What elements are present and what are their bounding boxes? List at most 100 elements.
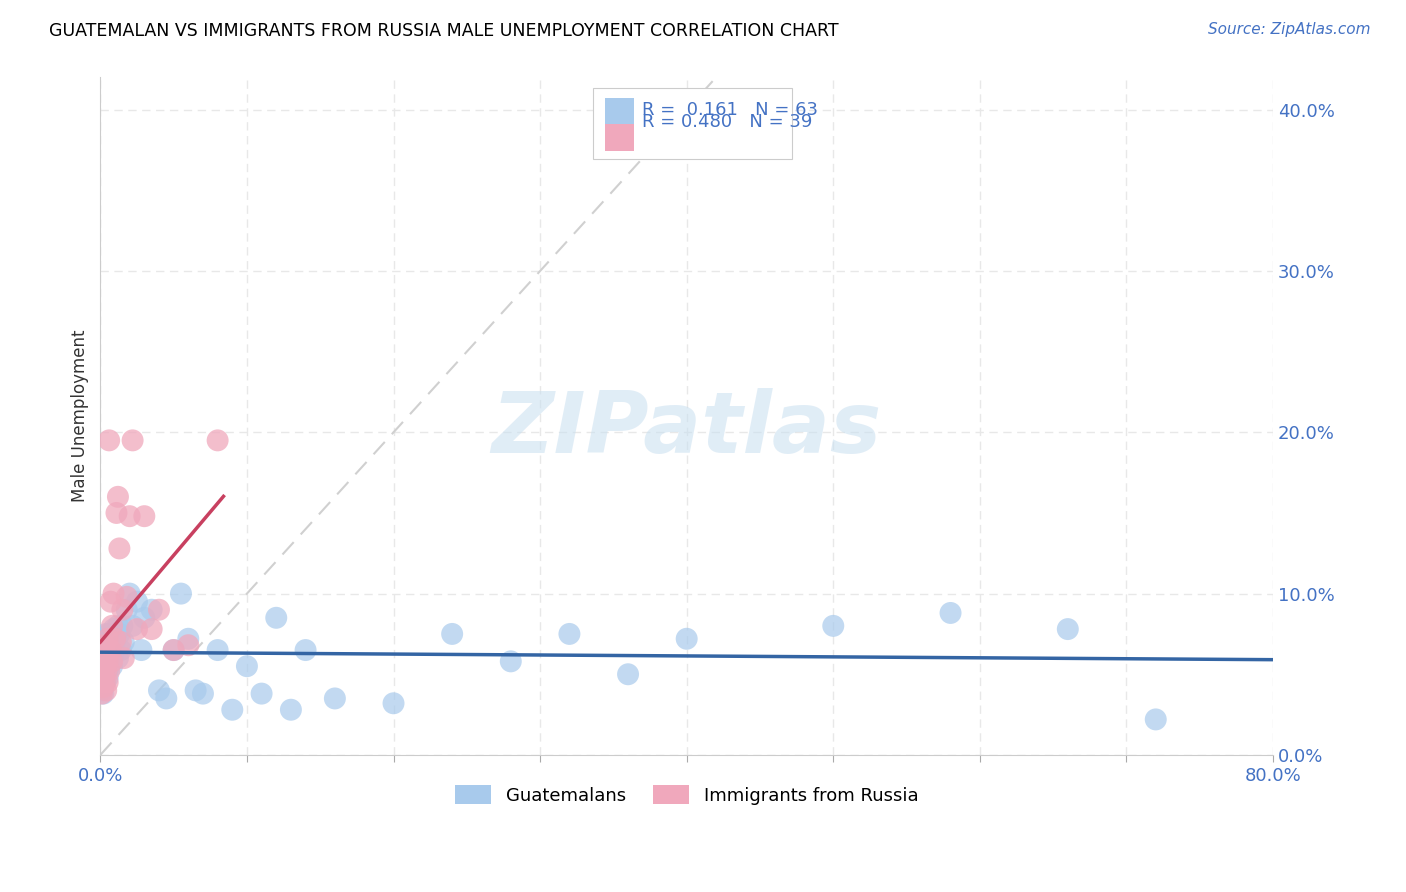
Point [134,611,156,625]
Point [101,654,124,668]
Point [1056,622,1078,636]
Point [323,691,346,706]
Point [94,635,117,649]
Point [90,654,112,668]
Point [100,638,122,652]
Point [107,490,129,504]
Point [97,632,120,646]
Point [280,703,302,717]
Point [499,654,522,668]
Point [131,643,153,657]
Point [103,622,125,636]
Point [118,509,141,524]
Point [115,590,138,604]
Point [250,687,273,701]
Text: R =  0.161   N = 63: R = 0.161 N = 63 [643,101,818,120]
Point [100,643,122,657]
Point [96,683,118,698]
Text: Source: ZipAtlas.com: Source: ZipAtlas.com [1208,22,1371,37]
Point [96,664,118,678]
Point [97,675,120,690]
Point [96,664,118,678]
Text: ZIPatlas: ZIPatlas [492,388,882,471]
Point [221,703,243,717]
Point [675,632,697,646]
Point [141,603,163,617]
Point [98,434,121,448]
Point [112,635,135,649]
Point [100,595,122,609]
Y-axis label: Male Unemployment: Male Unemployment [72,330,89,502]
Point [111,619,134,633]
Point [264,611,287,625]
Text: R = 0.480   N = 39: R = 0.480 N = 39 [643,112,813,130]
FancyBboxPatch shape [593,87,792,159]
Point [94,675,117,690]
Point [105,627,128,641]
Point [97,654,120,668]
Point [294,643,316,657]
Point [155,691,177,706]
Point [90,683,112,698]
Point [108,627,131,641]
Point [382,696,405,710]
Point [111,603,134,617]
Point [90,667,112,681]
Point [110,643,132,657]
Point [110,635,132,649]
Point [107,651,129,665]
Point [90,671,112,685]
Point [101,632,124,646]
Point [94,654,117,668]
Point [236,659,259,673]
Point [98,627,121,641]
Point [90,687,112,701]
FancyBboxPatch shape [605,123,634,151]
Point [101,659,124,673]
Point [1144,713,1167,727]
Point [100,654,122,668]
Point [96,627,118,641]
Legend: Guatemalans, Immigrants from Russia: Guatemalans, Immigrants from Russia [446,776,927,814]
Text: GUATEMALAN VS IMMIGRANTS FROM RUSSIA MALE UNEMPLOYMENT CORRELATION CHART: GUATEMALAN VS IMMIGRANTS FROM RUSSIA MAL… [49,22,839,40]
Point [91,664,114,678]
Point [107,619,129,633]
Point [115,603,138,617]
Point [558,627,581,641]
Point [148,603,170,617]
Point [134,509,156,524]
FancyBboxPatch shape [605,98,634,125]
Point [98,659,121,673]
Point [91,643,114,657]
Point [163,643,186,657]
Point [118,586,141,600]
Point [91,687,114,701]
Point [91,680,114,694]
Point [163,643,186,657]
Point [97,671,120,685]
Point [98,643,121,657]
Point [617,667,640,681]
Point [98,664,121,678]
Point [101,619,124,633]
Point [96,648,118,662]
Point [97,632,120,646]
Point [177,632,200,646]
Point [94,638,117,652]
Point [112,651,135,665]
Point [91,659,114,673]
Point [94,659,117,673]
Point [121,434,143,448]
Point [141,622,163,636]
Point [191,687,214,701]
Point [104,632,127,646]
Point [103,648,125,662]
Point [207,434,229,448]
Point [184,683,207,698]
Point [148,683,170,698]
Point [104,635,127,649]
Point [94,675,117,690]
Point [108,541,131,556]
Point [121,619,143,633]
Point [96,648,118,662]
